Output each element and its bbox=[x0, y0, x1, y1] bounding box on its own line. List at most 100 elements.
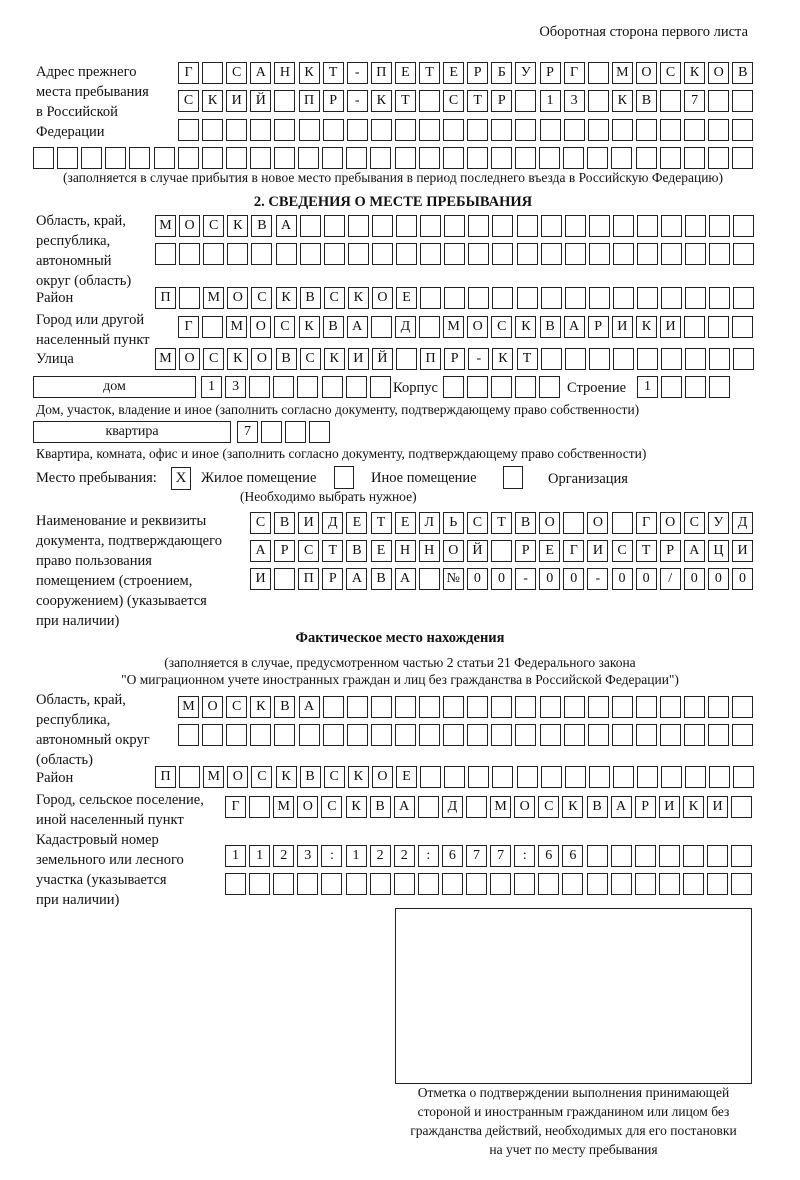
char-cell[interactable]: 1 bbox=[201, 376, 222, 398]
char-cell[interactable]: Е bbox=[396, 766, 417, 788]
char-cell[interactable]: О bbox=[708, 62, 730, 84]
char-cell[interactable] bbox=[539, 376, 561, 398]
char-cell[interactable] bbox=[466, 873, 487, 895]
char-cell[interactable] bbox=[611, 147, 633, 169]
char-cell[interactable]: С bbox=[660, 62, 681, 84]
char-cell[interactable] bbox=[586, 873, 608, 895]
char-cell[interactable] bbox=[468, 215, 490, 237]
char-cell[interactable]: А bbox=[683, 540, 705, 562]
char-cell[interactable] bbox=[708, 119, 730, 141]
char-cell[interactable]: К bbox=[682, 796, 704, 818]
house-type-field[interactable]: дом bbox=[33, 376, 196, 398]
char-cell[interactable]: - bbox=[346, 62, 368, 84]
char-cell[interactable] bbox=[491, 724, 513, 746]
char-cell[interactable] bbox=[731, 147, 753, 169]
char-cell[interactable] bbox=[658, 873, 680, 895]
char-cell[interactable] bbox=[563, 724, 585, 746]
char-cell[interactable] bbox=[731, 796, 753, 818]
char-cell[interactable] bbox=[444, 287, 466, 309]
char-cell[interactable]: Д bbox=[394, 316, 416, 338]
char-cell[interactable]: К bbox=[202, 90, 224, 112]
char-cell[interactable]: С bbox=[203, 348, 225, 370]
char-cell[interactable]: Р bbox=[515, 540, 537, 562]
char-cell[interactable] bbox=[563, 147, 585, 169]
char-cell[interactable]: О bbox=[227, 766, 249, 788]
char-cell[interactable] bbox=[515, 90, 537, 112]
char-cell[interactable] bbox=[540, 766, 562, 788]
char-cell[interactable] bbox=[540, 215, 562, 237]
char-cell[interactable]: П bbox=[155, 766, 176, 788]
char-cell[interactable] bbox=[610, 845, 632, 867]
char-cell[interactable]: П bbox=[420, 348, 442, 370]
char-cell[interactable] bbox=[685, 376, 707, 398]
char-cell[interactable] bbox=[370, 696, 392, 718]
char-cell[interactable] bbox=[369, 873, 391, 895]
char-cell[interactable] bbox=[155, 243, 176, 265]
char-cell[interactable] bbox=[105, 147, 127, 169]
char-cell[interactable]: Р bbox=[659, 540, 681, 562]
char-cell[interactable] bbox=[443, 696, 465, 718]
char-cell[interactable] bbox=[731, 873, 753, 895]
char-cell[interactable]: 6 bbox=[562, 845, 584, 867]
char-cell[interactable]: К bbox=[635, 316, 657, 338]
char-cell[interactable] bbox=[661, 376, 683, 398]
char-cell[interactable] bbox=[732, 90, 754, 112]
char-cell[interactable]: № bbox=[442, 568, 464, 590]
char-cell[interactable]: 1 bbox=[225, 845, 246, 867]
char-cell[interactable] bbox=[708, 316, 730, 338]
char-cell[interactable] bbox=[442, 147, 464, 169]
char-cell[interactable]: Р bbox=[587, 316, 609, 338]
char-cell[interactable] bbox=[274, 724, 296, 746]
char-cell[interactable]: М bbox=[490, 796, 512, 818]
char-cell[interactable] bbox=[733, 766, 755, 788]
char-cell[interactable] bbox=[468, 766, 490, 788]
char-cell[interactable] bbox=[299, 243, 321, 265]
char-cell[interactable]: И bbox=[611, 316, 633, 338]
char-cell[interactable] bbox=[419, 316, 440, 338]
char-cell[interactable]: М bbox=[155, 215, 176, 237]
char-cell[interactable]: Й bbox=[371, 348, 393, 370]
char-cell[interactable] bbox=[709, 376, 731, 398]
char-cell[interactable] bbox=[539, 147, 561, 169]
char-cell[interactable]: А bbox=[563, 316, 585, 338]
char-cell[interactable] bbox=[419, 90, 440, 112]
char-cell[interactable] bbox=[393, 873, 415, 895]
char-cell[interactable]: М bbox=[611, 62, 633, 84]
char-cell[interactable]: - bbox=[468, 348, 490, 370]
char-cell[interactable] bbox=[709, 287, 731, 309]
char-cell[interactable]: Е bbox=[370, 540, 392, 562]
char-cell[interactable]: М bbox=[443, 316, 465, 338]
char-cell[interactable] bbox=[637, 215, 658, 237]
char-cell[interactable] bbox=[540, 243, 562, 265]
char-cell[interactable]: 1 bbox=[539, 90, 561, 112]
char-cell[interactable]: С bbox=[178, 90, 199, 112]
char-cell[interactable]: К bbox=[298, 316, 320, 338]
char-cell[interactable] bbox=[491, 540, 512, 562]
char-cell[interactable] bbox=[685, 215, 707, 237]
char-cell[interactable]: У bbox=[515, 62, 537, 84]
char-cell[interactable] bbox=[251, 243, 273, 265]
char-cell[interactable] bbox=[441, 873, 463, 895]
char-cell[interactable]: К bbox=[611, 90, 633, 112]
char-cell[interactable] bbox=[322, 696, 344, 718]
char-cell[interactable] bbox=[733, 287, 755, 309]
char-cell[interactable]: Г bbox=[563, 62, 585, 84]
char-cell[interactable] bbox=[396, 215, 417, 237]
char-cell[interactable]: С bbox=[251, 766, 273, 788]
char-cell[interactable]: 7 bbox=[237, 421, 258, 443]
char-cell[interactable]: М bbox=[226, 316, 248, 338]
char-cell[interactable]: Ь bbox=[442, 512, 464, 534]
char-cell[interactable] bbox=[347, 215, 369, 237]
char-cell[interactable]: И bbox=[732, 540, 753, 562]
char-cell[interactable] bbox=[587, 90, 609, 112]
char-cell[interactable]: С bbox=[323, 287, 345, 309]
char-cell[interactable]: 1 bbox=[637, 376, 658, 398]
char-cell[interactable] bbox=[732, 696, 754, 718]
char-cell[interactable]: И bbox=[298, 512, 320, 534]
char-cell[interactable] bbox=[418, 147, 440, 169]
char-cell[interactable] bbox=[467, 724, 489, 746]
char-cell[interactable]: О bbox=[179, 215, 201, 237]
char-cell[interactable]: 0 bbox=[732, 568, 753, 590]
char-cell[interactable]: В bbox=[539, 316, 561, 338]
char-cell[interactable]: Г bbox=[178, 62, 199, 84]
